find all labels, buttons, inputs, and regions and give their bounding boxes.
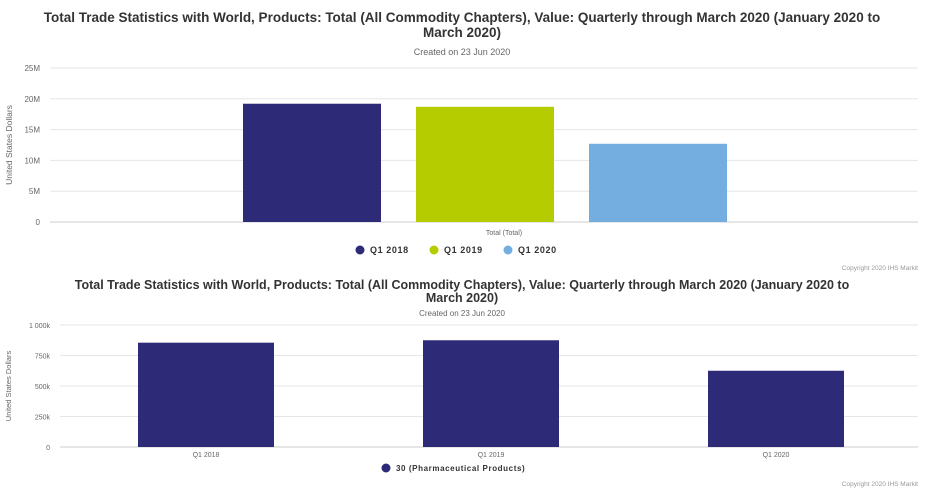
legend-marker: [503, 245, 513, 255]
chart-2-y-axis-title: United States Dollars: [4, 351, 13, 422]
bar[interactable]: [589, 143, 727, 222]
chart-2-y-tick-labels: 0 250k 500k 750k 1 000k: [29, 323, 51, 452]
bar[interactable]: [708, 370, 844, 447]
chart-2-title-line-1: Total Trade Statistics with World, Produ…: [75, 278, 850, 292]
legend-item-label[interactable]: 30 (Pharmaceutical Products): [396, 464, 525, 473]
chart-1-legend[interactable]: Q1 2018 Q1 2019 Q1 2020: [355, 245, 557, 255]
legend-marker: [381, 463, 391, 473]
y-tick-label: 250k: [35, 415, 51, 422]
y-tick-label: 500k: [35, 384, 51, 391]
bar[interactable]: [416, 106, 554, 222]
x-tick-label: Q1 2018: [193, 452, 220, 459]
chart-2: Total Trade Statistics with World, Produ…: [4, 278, 918, 488]
chart-1-credit[interactable]: Copyright 2020 IHS Markit: [842, 265, 918, 272]
y-tick-label: 20M: [24, 95, 40, 104]
x-tick-label: Q1 2020: [763, 452, 790, 459]
legend-item-label[interactable]: Q1 2020: [518, 245, 557, 255]
y-tick-label: 15M: [24, 126, 40, 135]
y-tick-label: 10M: [24, 156, 40, 165]
chart-1-x-tick-labels: Total (Total): [486, 230, 522, 237]
legend-item-label[interactable]: Q1 2019: [444, 245, 483, 255]
bar[interactable]: [423, 340, 559, 447]
x-tick-label: Q1 2019: [478, 452, 505, 459]
y-tick-label: 5M: [29, 187, 40, 196]
bar[interactable]: [138, 342, 274, 447]
y-tick-label: 0: [46, 445, 50, 452]
chart-2-bars: [138, 340, 844, 447]
chart-1-title-line-1: Total Trade Statistics with World, Produ…: [44, 10, 880, 25]
y-tick-label: 1 000k: [29, 323, 51, 330]
legend-marker: [429, 245, 439, 255]
chart-1-y-tick-labels: 0 5M 10M 15M 20M 25M: [24, 64, 40, 227]
y-tick-label: 25M: [24, 64, 40, 73]
chart-2-title-line-2: March 2020): [426, 291, 498, 305]
y-tick-label: 750k: [35, 354, 51, 361]
y-tick-label: 0: [36, 218, 41, 227]
legend-item-label[interactable]: Q1 2018: [370, 245, 409, 255]
bar[interactable]: [243, 103, 381, 222]
chart-1-bars: [243, 103, 727, 222]
chart-2-legend[interactable]: 30 (Pharmaceutical Products): [381, 463, 526, 474]
chart-1-y-axis-title: United States Dollars: [4, 105, 14, 185]
x-tick-label: Total (Total): [486, 230, 522, 237]
chart-1: Total Trade Statistics with World, Produ…: [4, 10, 918, 272]
chart-2-credit[interactable]: Copyright 2020 IHS Markit: [842, 481, 918, 488]
chart-2-x-tick-labels: Q1 2018 Q1 2019 Q1 2020: [193, 452, 790, 459]
chart-1-title-line-2: March 2020): [423, 25, 501, 40]
chart-2-subtitle: Created on 23 Jun 2020: [419, 309, 505, 318]
legend-marker: [355, 245, 365, 255]
chart-1-subtitle: Created on 23 Jun 2020: [414, 47, 511, 57]
